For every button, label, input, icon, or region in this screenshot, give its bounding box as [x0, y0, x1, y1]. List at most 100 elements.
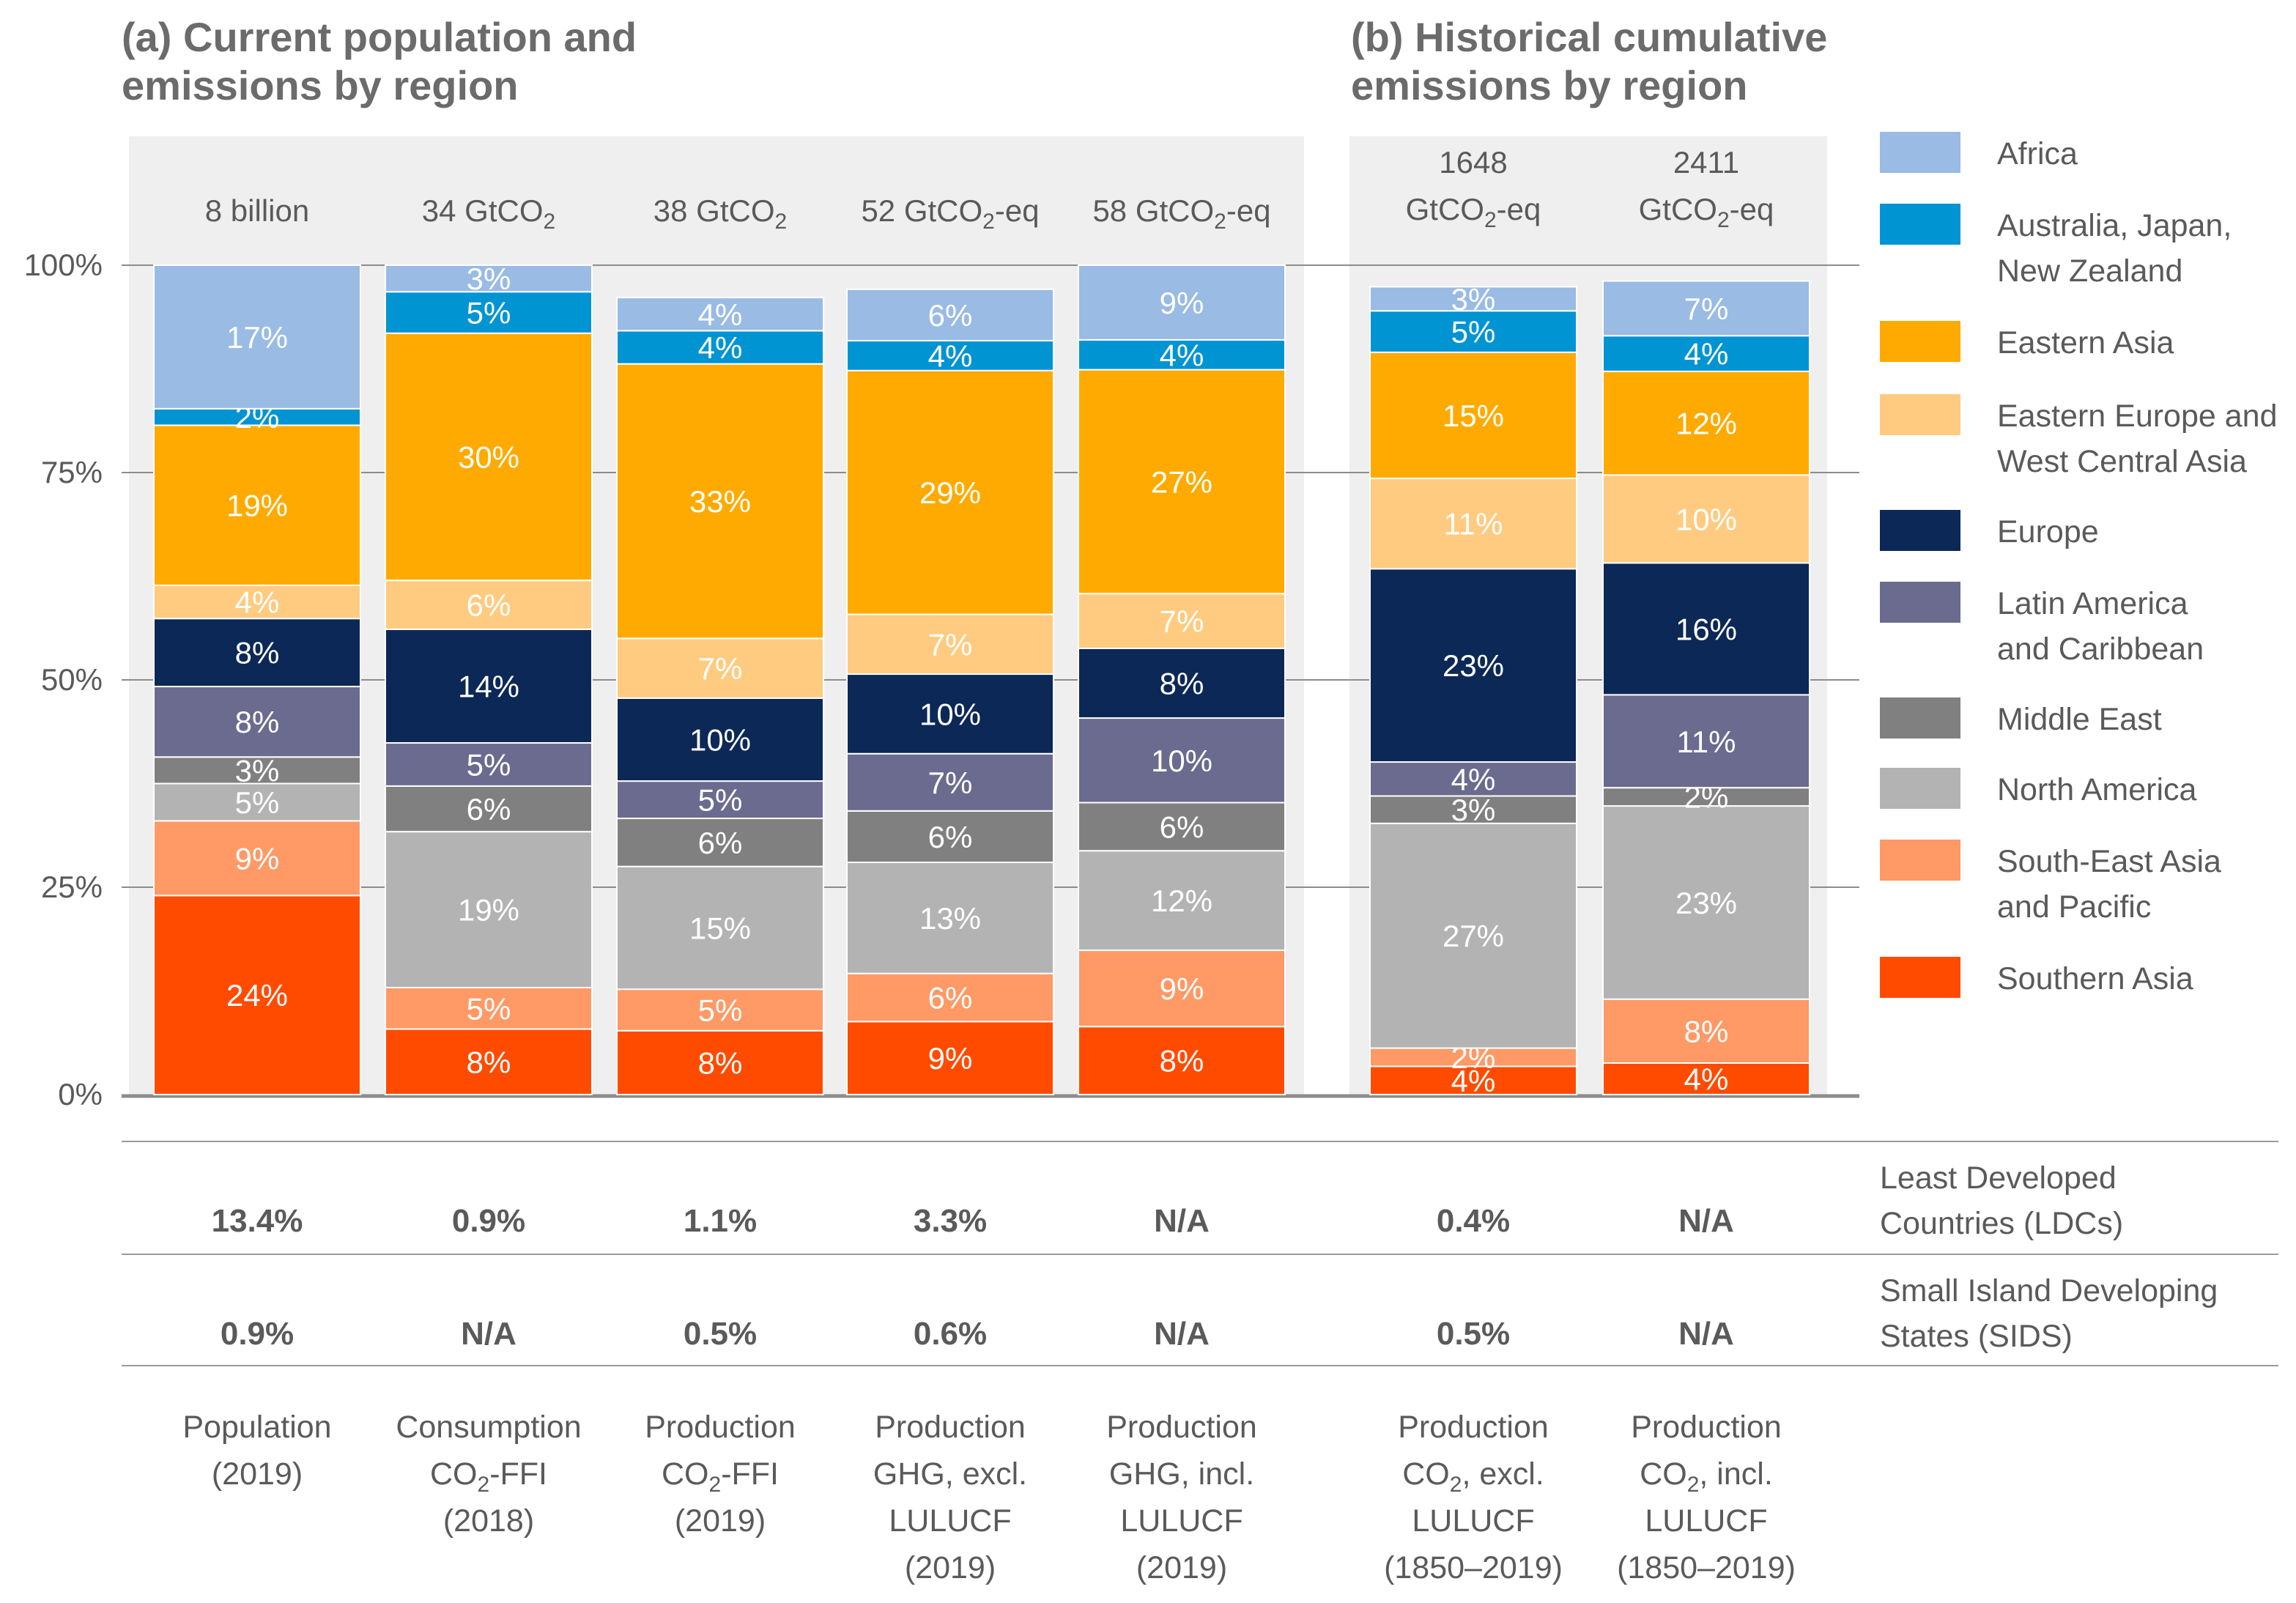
segment-label-north_america: 15%	[689, 911, 751, 945]
segment-middle_east	[153, 756, 361, 785]
category-label: Production	[875, 1410, 1026, 1445]
category-label: CO2, excl.	[1402, 1456, 1544, 1497]
segment-north_america	[846, 862, 1054, 974]
segment-label-eastern_asia: 29%	[919, 475, 981, 510]
segment-eastern_asia	[385, 332, 593, 582]
segment-label-latin_america: 5%	[698, 783, 743, 818]
table-row-label: Least Developed	[1880, 1160, 2117, 1196]
category-part: CO	[662, 1456, 709, 1492]
table-cell: 0.9%	[221, 1316, 294, 1352]
bar-7: 4%8%23%2%11%16%10%12%4%7%	[1602, 280, 1810, 1096]
category-label: (2018)	[443, 1503, 534, 1539]
segment-eastern_asia	[1602, 370, 1810, 476]
category-label: LULUCF	[1120, 1503, 1243, 1539]
segment-label-africa: 3%	[1451, 282, 1496, 316]
category-part: (1850–2019)	[1617, 1550, 1796, 1585]
bar-4: 9% 6% 13% 6% 7% 10% 7% 29% 4% 6%	[846, 288, 1054, 1096]
bar-total-part: -eq	[1226, 193, 1271, 228]
legend-label: New Zealand	[1997, 253, 2182, 289]
category-label: Production	[1398, 1410, 1549, 1445]
segment-north_america	[616, 865, 824, 991]
segment-latin_america	[1369, 761, 1577, 797]
segment-africa	[385, 264, 593, 293]
segment-label-se_asia: 5%	[467, 991, 511, 1026]
segment-label-europe: 16%	[1675, 612, 1737, 646]
segment-ajnz	[385, 291, 593, 334]
segment-latin_america	[616, 780, 824, 820]
category-part: Production	[875, 1410, 1026, 1445]
category-part: CO	[1402, 1456, 1450, 1492]
legend-swatch	[1880, 510, 1960, 551]
segment-latin_america	[1078, 717, 1286, 804]
segment-eastern_asia	[1369, 351, 1577, 479]
segment-label-southern_asia: 8%	[467, 1045, 511, 1079]
segment-europe	[616, 697, 824, 782]
segment-label-ee_wca: 11%	[1444, 507, 1503, 541]
table-cell: N/A	[1154, 1203, 1210, 1239]
segment-label-southern_asia: 8%	[698, 1045, 743, 1080]
segment-label-ajnz: 4%	[1160, 338, 1204, 372]
segment-label-north_america: 23%	[1675, 886, 1737, 920]
bar-total-label: 52 GtCO2-eq	[861, 193, 1039, 234]
y-tick-label: 0%	[58, 1077, 103, 1111]
legend-item-se_asia: South-East Asia and Pacific	[1880, 840, 2221, 925]
segment-label-latin_america: 8%	[235, 705, 280, 739]
category-label: LULUCF	[1412, 1503, 1534, 1539]
table-cell: 13.4%	[212, 1203, 303, 1239]
segment-middle_east	[846, 810, 1054, 864]
legend-swatch	[1880, 582, 1960, 623]
legend-label: North America	[1997, 772, 2197, 807]
category-part: LULUCF	[1412, 1503, 1534, 1539]
segment-latin_america	[846, 752, 1054, 812]
segment-africa	[616, 297, 824, 332]
legend-item-africa: Africa	[1880, 132, 2078, 173]
category-part: CO	[1640, 1456, 1687, 1492]
bar-total-part: 58 GtCO	[1092, 193, 1214, 228]
bar-6: 4%2%27%3%4%23%11%15%5%3%	[1369, 282, 1577, 1098]
category-part: GHG, excl.	[873, 1456, 1027, 1492]
segment-label-ee_wca: 7%	[928, 627, 973, 662]
category-part: Production	[1398, 1410, 1549, 1445]
segment-latin_america	[153, 686, 361, 758]
legend-item-europe: Europe	[1880, 510, 2099, 551]
bar-total-part: 2	[1484, 208, 1497, 232]
legend-swatch	[1880, 840, 1960, 881]
segment-label-latin_america: 5%	[467, 747, 511, 782]
bar-total-part: GtCO	[1406, 192, 1484, 226]
bar-total-part: GtCO	[1639, 192, 1717, 226]
segment-label-eastern_asia: 12%	[1675, 407, 1737, 441]
panel-b-title: (b) Historical cumulative emissions by r…	[1351, 14, 1839, 108]
category-labels: Population(2019)ConsumptionCO2-FFI(2018)…	[182, 1410, 1796, 1585]
legend-label: Middle East	[1997, 702, 2162, 737]
segment-label-latin_america: 11%	[1677, 725, 1736, 759]
category-part: (2019)	[212, 1456, 303, 1492]
category-label: Production	[1106, 1410, 1257, 1445]
legend-label: Africa	[1997, 136, 2078, 171]
segment-label-southern_asia: 9%	[928, 1041, 973, 1076]
bar-1: 24%9%5%3%8%8%4%19%2%17%	[153, 264, 361, 1095]
segment-label-se_asia: 9%	[235, 841, 280, 875]
bar-total-label: 1648	[1439, 145, 1507, 179]
segment-label-ajnz: 4%	[928, 338, 973, 373]
category-part: Production	[1106, 1410, 1257, 1445]
segment-label-ee_wca: 6%	[467, 588, 511, 623]
category-part: 2	[709, 1473, 722, 1497]
segment-africa	[153, 264, 361, 410]
category-part: LULUCF	[1645, 1503, 1767, 1539]
segment-label-ajnz: 4%	[1684, 337, 1729, 371]
category-part: (2018)	[443, 1503, 534, 1539]
segment-europe	[1602, 562, 1810, 696]
legend-label: and Caribbean	[1997, 632, 2204, 667]
segment-label-africa: 4%	[698, 297, 743, 332]
legend-item-ajnz: Australia, Japan, New Zealand	[1880, 204, 2232, 289]
segment-label-ee_wca: 4%	[235, 585, 280, 620]
bar-total-part: 2	[775, 210, 788, 234]
segment-north_america	[1078, 850, 1286, 952]
segment-label-eastern_asia: 33%	[689, 484, 751, 519]
legend-label: Southern Asia	[1997, 961, 2193, 996]
legend-label: Latin America	[1997, 586, 2188, 621]
segment-label-eastern_asia: 27%	[1151, 464, 1212, 499]
segment-label-africa: 6%	[928, 298, 973, 333]
segment-north_america	[153, 782, 361, 822]
segment-label-se_asia: 9%	[1160, 971, 1204, 1006]
